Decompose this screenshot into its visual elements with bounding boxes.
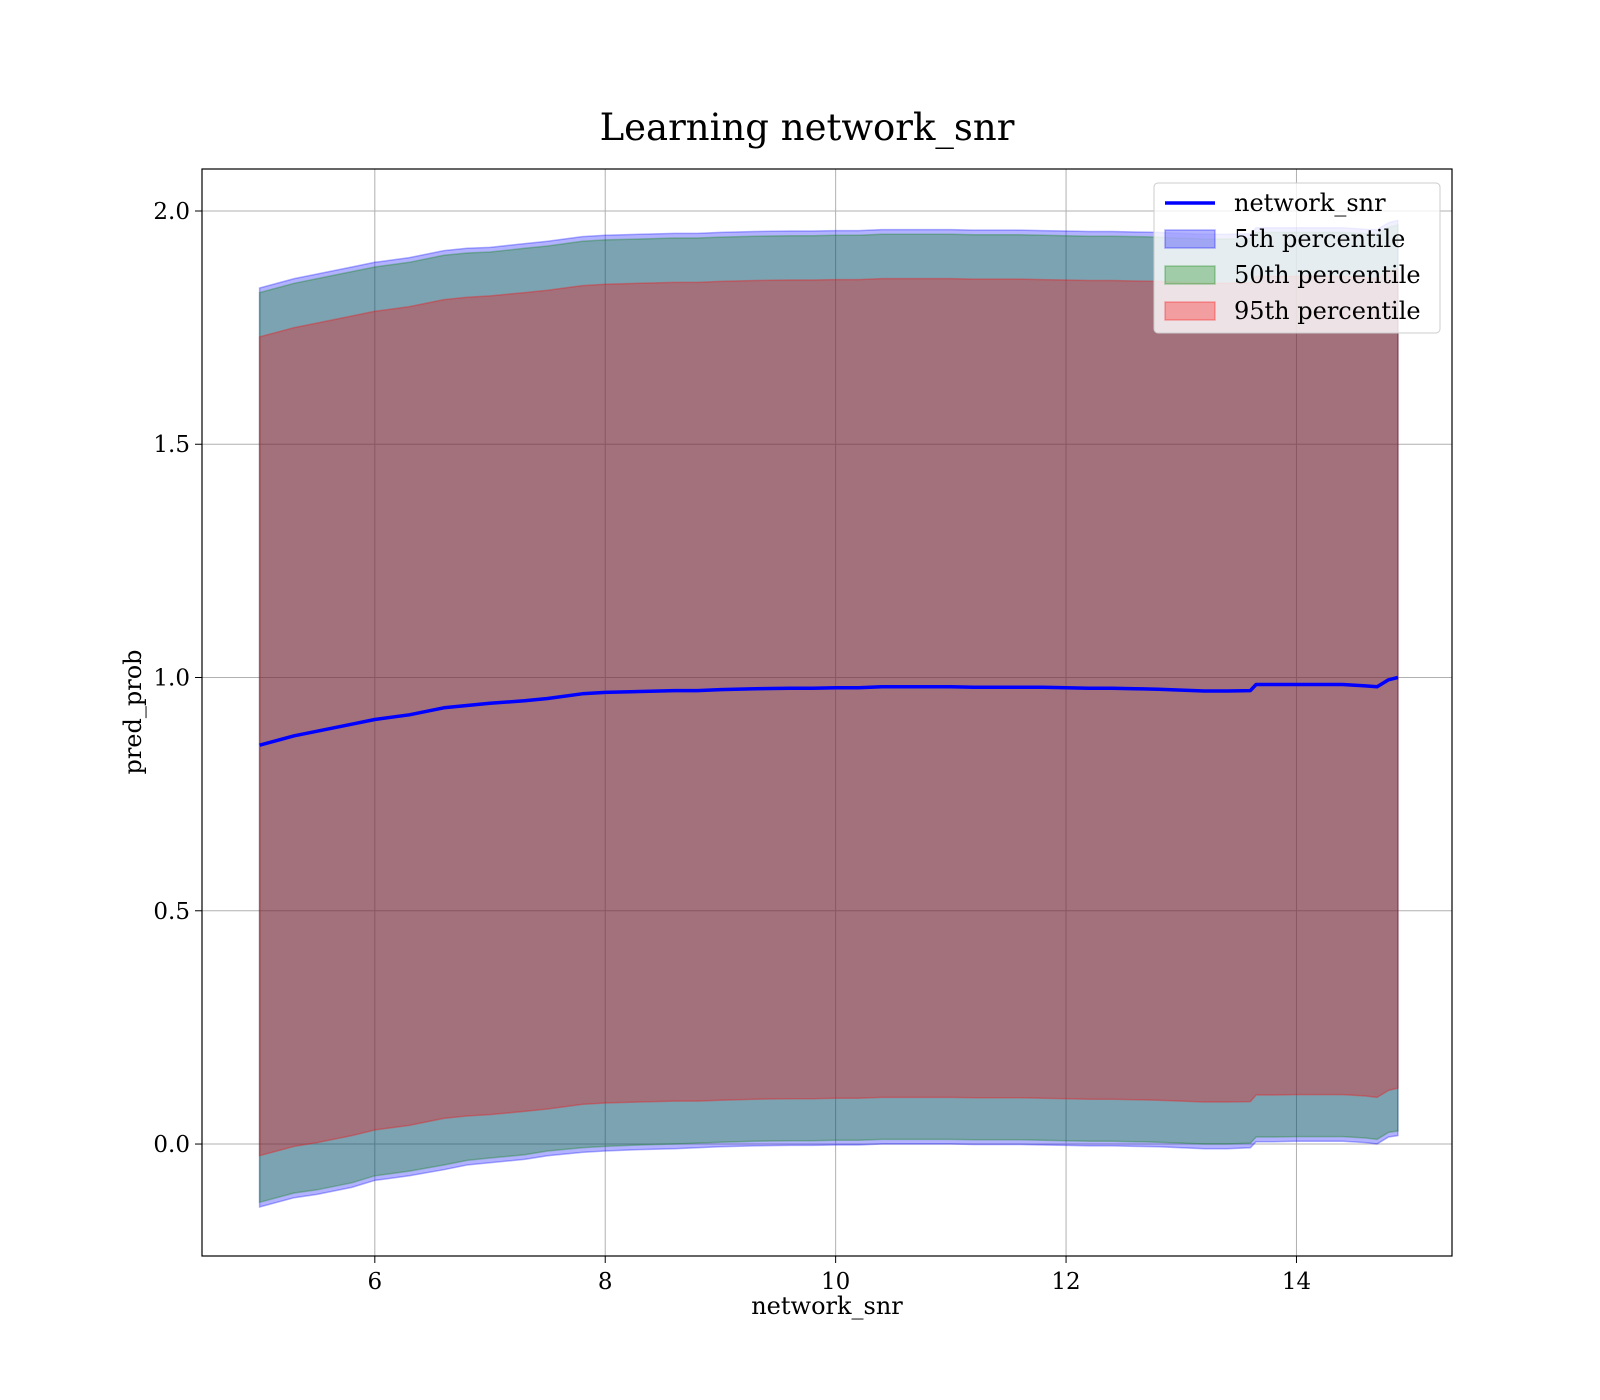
legend-patch-swatch xyxy=(1164,301,1216,321)
x-tick-label: 6 xyxy=(367,1269,382,1295)
x-tick-label: 14 xyxy=(1282,1269,1311,1295)
legend-patch-swatch xyxy=(1164,229,1216,249)
x-ticks: 6 8 10 12 14 xyxy=(367,1256,1311,1295)
band-5th-percentile xyxy=(258,219,1399,1208)
x-tick-label: 10 xyxy=(821,1269,850,1295)
x-tick-label: 8 xyxy=(598,1269,613,1295)
legend-entry-label: network_snr xyxy=(1234,189,1386,217)
series-lines xyxy=(259,675,1399,747)
legend: network_snr 5th percentile 50th percentile… xyxy=(1153,182,1441,334)
y-tick-label: 2.0 xyxy=(153,199,190,225)
y-tick-label: 0.5 xyxy=(153,899,190,925)
legend-entry-label: 50th percentile xyxy=(1234,261,1421,289)
plot-frame xyxy=(201,168,1453,1257)
y-tick-label: 1.0 xyxy=(153,666,190,692)
band-95th-percentile xyxy=(258,268,1399,1157)
band-50th-percentile xyxy=(258,224,1399,1204)
legend-entry-label: 95th percentile xyxy=(1234,297,1421,325)
series-line-network_snr xyxy=(259,675,1399,747)
legend-patch-swatch xyxy=(1164,265,1216,285)
bands xyxy=(258,219,1399,1208)
y-ticks: 0.0 0.5 1.0 1.5 2.0 xyxy=(153,199,202,1158)
y-tick-label: 1.5 xyxy=(153,432,190,458)
x-tick-label: 12 xyxy=(1051,1269,1080,1295)
x-axis-label: network_snr xyxy=(751,1292,903,1320)
legend-entry-label: 5th percentile xyxy=(1234,225,1405,253)
chart-title: Learning network_snr xyxy=(600,106,1015,150)
y-axis-label: pred_prob xyxy=(119,649,147,774)
legend-frame xyxy=(1153,182,1441,334)
y-tick-label: 0.0 xyxy=(153,1132,190,1158)
